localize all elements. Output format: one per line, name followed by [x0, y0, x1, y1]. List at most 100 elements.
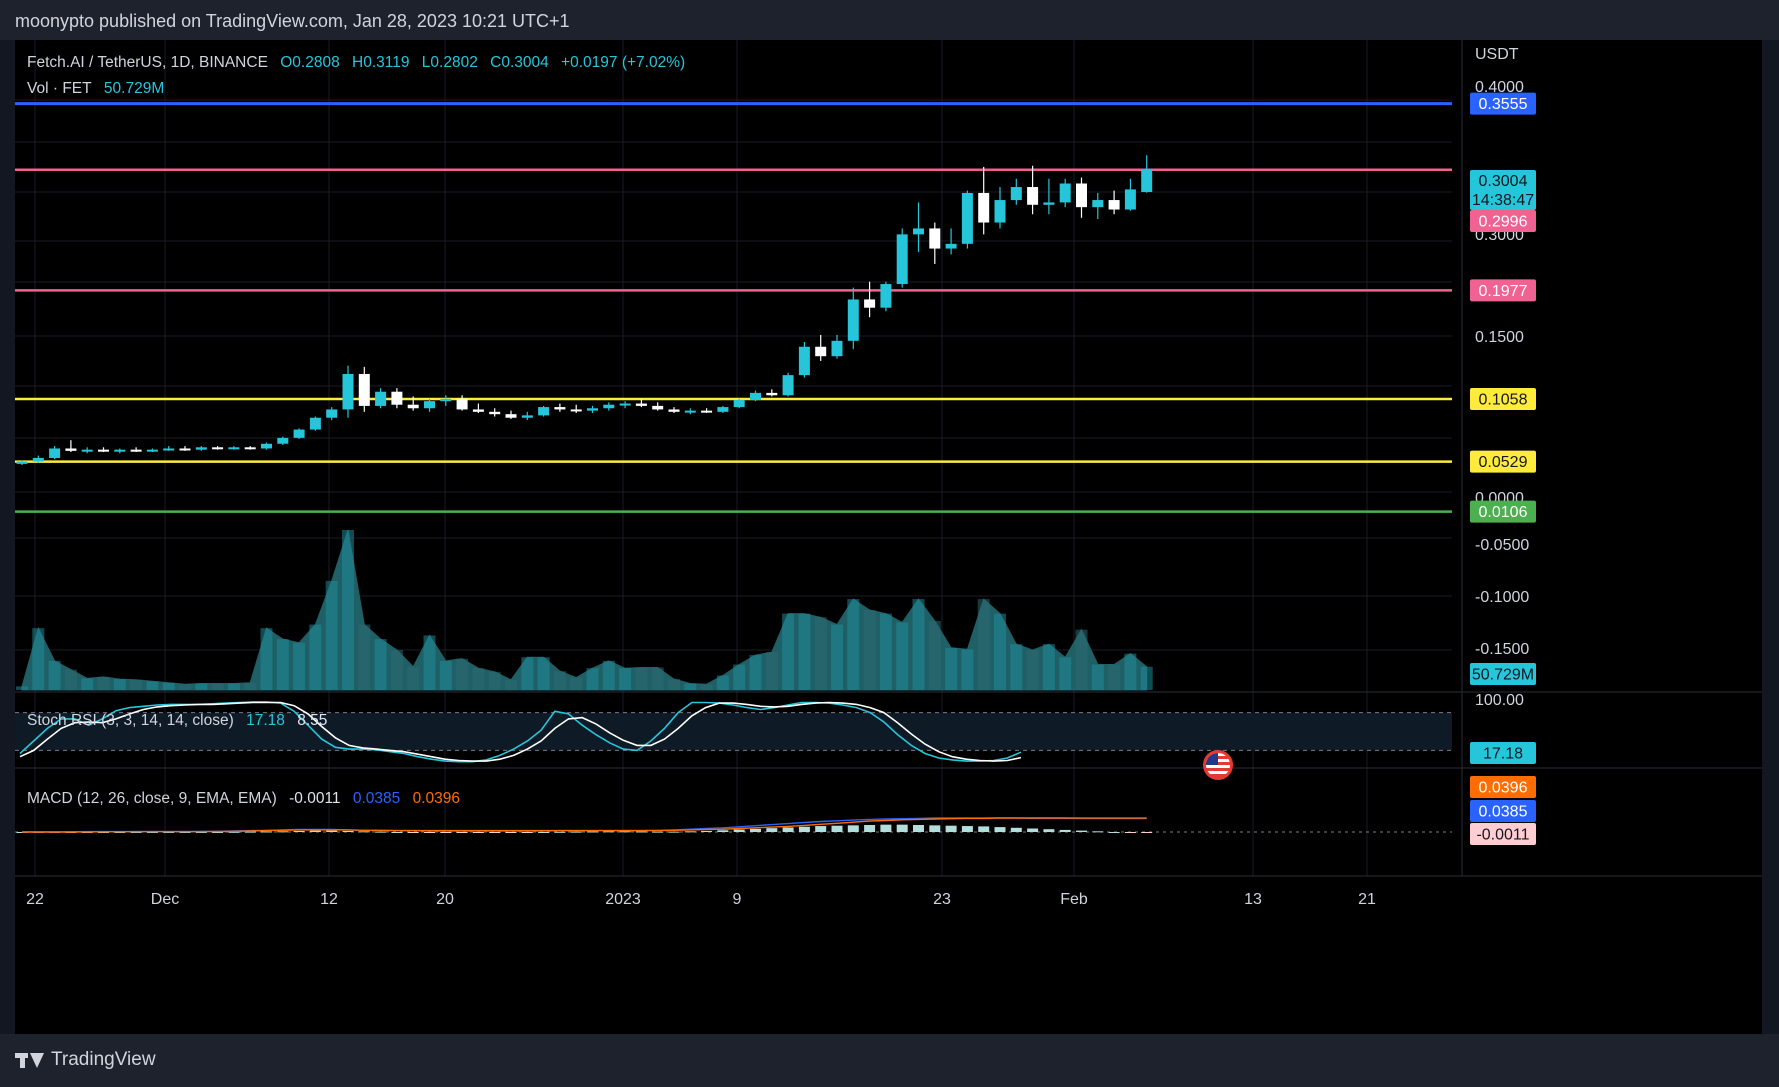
macd-hist-bar [179, 832, 191, 833]
candle-body [114, 449, 126, 452]
volume-bar [472, 668, 485, 690]
candle-body [521, 415, 533, 418]
macd-hist-bar [472, 832, 484, 833]
candle-body [16, 461, 28, 464]
candle-body [277, 437, 289, 444]
volume-bar [374, 639, 387, 690]
macd-hist-bar [603, 831, 615, 833]
volume-bar [97, 676, 110, 690]
candle-body [880, 284, 892, 308]
volume-bar [16, 686, 28, 690]
candle-body [1141, 168, 1153, 193]
candle-body [81, 449, 93, 452]
macd-hist-bar [358, 831, 370, 833]
candle-body [619, 403, 631, 406]
volume-bar [81, 678, 94, 690]
candle-body [424, 401, 435, 409]
level-tag: 0.1977 [1479, 283, 1528, 300]
macd-pane[interactable] [15, 817, 1452, 833]
volume-bar [765, 652, 778, 690]
volume-bar [130, 679, 143, 690]
volume-bar [179, 684, 191, 690]
macd-hist-bar [489, 832, 501, 833]
candle-body [179, 448, 191, 451]
candle-body [32, 457, 44, 462]
macd-hist-bar [456, 832, 468, 833]
candle-body [49, 448, 61, 458]
macd-hist-bar [684, 831, 696, 833]
macd-hist-bar [766, 828, 778, 832]
volume-label[interactable]: Vol · FET [27, 80, 92, 97]
volume-bar [1140, 666, 1153, 690]
macd-hist-bar [961, 826, 973, 832]
candle-body [750, 392, 761, 400]
chart-canvas[interactable]: 0.40000.30000.15000.0000-0.0500-0.1000-0… [15, 40, 1762, 1034]
candle-body [733, 399, 745, 408]
level-tag-bg [1470, 450, 1536, 473]
time-axis-label: 9 [733, 891, 742, 908]
volume-bar [977, 599, 990, 690]
stoch-rsi-pane[interactable] [15, 701, 1452, 763]
candle-body [326, 409, 338, 418]
candle-body [65, 448, 77, 451]
currency-label: USDT [1475, 46, 1519, 63]
macd-hist-bar [505, 832, 517, 833]
macd-hist-bar [1043, 829, 1055, 832]
candles[interactable] [16, 155, 1153, 466]
candle-body [342, 373, 354, 410]
us-flag-icon[interactable] [1203, 750, 1233, 780]
macd-hist-bar [163, 832, 175, 833]
macd-hist-bar [1124, 832, 1136, 833]
macd-hist-bar [831, 825, 843, 832]
macd-hist-bar [1076, 830, 1087, 832]
low-value: L0.2802 [421, 54, 478, 71]
volume-bar [146, 681, 159, 690]
candle-body [505, 414, 517, 418]
candle-body [978, 192, 990, 223]
macd-hist-bar [554, 831, 566, 833]
chart-area[interactable]: 0.4000 0.3000 0.1500 0.0000 -0.0500 -0.1000 -0… [15, 40, 1762, 1034]
candle-body [587, 408, 598, 411]
macd-hist-tag-bg [1470, 823, 1536, 845]
horizontal-levels[interactable] [15, 102, 1452, 513]
volume-bar [325, 580, 338, 690]
macd-hist-bar [587, 831, 598, 833]
candle-body [684, 410, 696, 413]
macd-hist-bar [521, 832, 533, 833]
macd-hist-bar [261, 831, 272, 833]
volume-bar [456, 658, 469, 690]
volume-area [16, 529, 1153, 691]
volume-bar [309, 624, 322, 690]
candle-body [538, 407, 550, 416]
macd-hist-bar [619, 831, 631, 833]
candle-body [244, 447, 256, 450]
symbol-label[interactable]: Fetch.AI / TetherUS, 1D, BINANCE [27, 54, 268, 71]
macd-hist-bar [994, 827, 1006, 832]
macd-hist-bar [570, 831, 582, 833]
macd-legend: MACD (12, 26, close, 9, EMA, EMA) -0.001… [27, 790, 468, 808]
candle-body [391, 391, 403, 405]
tradingview-logo[interactable]: TradingView [15, 1049, 156, 1071]
volume-bar [553, 671, 566, 690]
volume-bar [602, 660, 615, 690]
time-axis-label: Dec [151, 891, 179, 908]
macd-signal-value: 0.0396 [412, 790, 460, 807]
stoch-label[interactable]: Stoch RSI (3, 3, 14, 14, close) [27, 712, 234, 729]
candle-body [847, 299, 859, 341]
candle-body [570, 409, 582, 412]
time-axis-label: Feb [1060, 891, 1088, 908]
volume-bar [716, 675, 729, 690]
macd-hist-bar [978, 826, 990, 832]
volume-bar [113, 679, 126, 690]
macd-hist-bar [945, 825, 957, 832]
macd-hist-tag: -0.0011 [1476, 827, 1529, 844]
top-bar: moonypto published on TradingView.com, J… [0, 0, 1779, 40]
volume-bar [994, 613, 1006, 690]
candle-body [472, 409, 484, 412]
macd-label[interactable]: MACD (12, 26, close, 9, EMA, EMA) [27, 790, 277, 807]
macd-signal-line [22, 817, 1147, 833]
volume-bar [619, 668, 632, 690]
macd-hist-bar [277, 831, 289, 833]
change-value: +0.0197 (+7.02%) [561, 54, 686, 71]
candle-body [831, 340, 843, 357]
